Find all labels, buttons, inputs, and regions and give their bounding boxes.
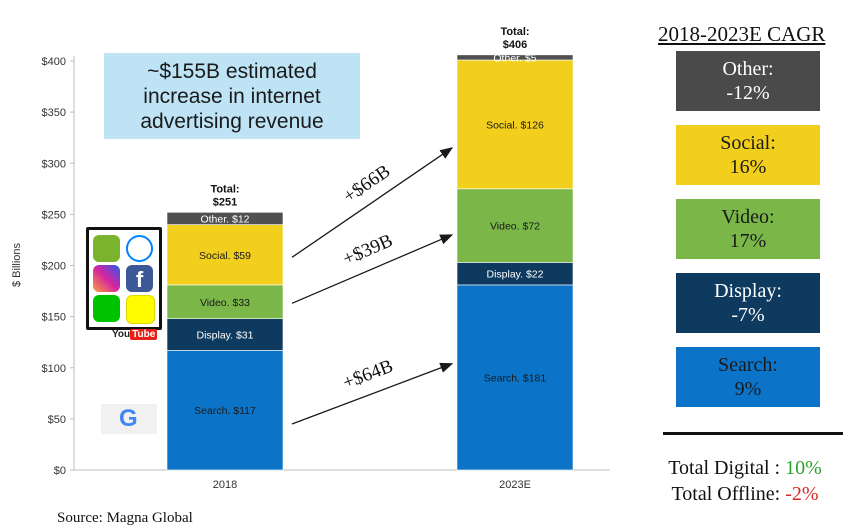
callout-box: ~$155B estimated increase in internet ad… — [104, 53, 360, 139]
data-label: Social. $59 — [199, 250, 251, 262]
callout-line-1: ~$155B estimated — [147, 59, 317, 83]
youtube-logo-text: You — [112, 329, 131, 340]
y-tick-label: $100 — [42, 363, 66, 375]
total-offline: Total Offline: -2% — [640, 483, 850, 506]
x-tick-label: 2018 — [213, 479, 237, 491]
data-label: Display. $22 — [486, 269, 543, 281]
growth-arrow — [291, 147, 454, 258]
cagr-segment-value: -12% — [726, 82, 770, 104]
data-label: Other. $12 — [200, 213, 249, 225]
data-label: Display. $31 — [196, 330, 253, 342]
cagr-box-search: Search: 9% — [676, 347, 820, 407]
google-logo-tile — [101, 404, 157, 434]
cagr-box-video: Video: 17% — [676, 199, 820, 259]
cagr-segment-name: Display: — [714, 280, 782, 302]
bar-segment-search — [456, 284, 574, 471]
y-tick-label: $50 — [48, 414, 66, 426]
y-tick-label: $150 — [42, 312, 66, 324]
y-tick-label: $250 — [42, 209, 66, 221]
messenger-icon — [126, 235, 153, 262]
growth-label: +$66B — [340, 161, 395, 208]
cagr-title: 2018-2023E CAGR — [658, 22, 826, 46]
bar-segment-search — [166, 350, 284, 471]
source-note: Source: Magna Global — [57, 510, 193, 526]
data-label: Search. $117 — [194, 405, 256, 417]
wechat-icon — [93, 235, 120, 262]
growth-arrow — [291, 362, 454, 425]
cagr-segment-value: 16% — [729, 156, 767, 178]
total-value: $251 — [213, 196, 237, 208]
cagr-segment-value: -7% — [731, 304, 765, 326]
snapchat-icon — [126, 295, 155, 324]
callout-line-2: increase in internet — [143, 84, 321, 108]
growth-arrow — [291, 234, 454, 304]
social-apps-icons: f — [86, 227, 162, 330]
data-label: Video. $33 — [200, 297, 250, 309]
cagr-segment-value: 9% — [734, 378, 762, 400]
data-label: Other. $5 — [493, 52, 536, 64]
youtube-logo: You Tube — [112, 329, 158, 340]
total-offline-label: Total Offline: — [671, 483, 786, 505]
total-digital-label: Total Digital : — [668, 457, 786, 479]
bar-segment-other — [456, 54, 574, 61]
bar-segment-social — [166, 224, 284, 286]
cagr-segment-name: Search: — [718, 354, 778, 376]
y-tick-label: $200 — [42, 261, 66, 273]
bar-segment-other — [166, 212, 284, 225]
data-label: Video. $72 — [490, 221, 540, 233]
google-icon: G — [119, 405, 138, 432]
total-digital: Total Digital : 10% — [640, 457, 850, 480]
line-icon — [93, 295, 120, 322]
cagr-box-other: Other: -12% — [676, 51, 820, 111]
total-offline-value: -2% — [785, 483, 819, 505]
total-label: Total: — [500, 26, 529, 38]
cagr-segment-value: 17% — [729, 230, 767, 252]
growth-label: +$39B — [340, 230, 396, 270]
cagr-box-display: Display: -7% — [676, 273, 820, 333]
cagr-segment-name: Video: — [721, 206, 775, 228]
youtube-logo-tube: Tube — [130, 329, 158, 340]
x-tick-label: 2023E — [499, 479, 531, 491]
y-tick-label: $400 — [42, 56, 66, 68]
cagr-segment-name: Other: — [722, 58, 774, 80]
y-axis-title: $ Billions — [11, 242, 23, 287]
bar-segment-video — [456, 188, 574, 263]
cagr-segment-name: Social: — [720, 132, 776, 154]
data-label: Search. $181 — [484, 372, 547, 384]
cagr-divider — [663, 432, 843, 435]
total-value: $406 — [503, 39, 527, 51]
y-tick-label: $300 — [42, 158, 66, 170]
total-label: Total: — [210, 183, 239, 195]
total-digital-value: 10% — [785, 457, 822, 479]
callout-line-3: advertising revenue — [140, 109, 324, 133]
y-tick-label: $0 — [54, 465, 66, 477]
y-tick-label: $350 — [42, 107, 66, 119]
facebook-icon: f — [126, 265, 153, 292]
data-label: Social. $126 — [486, 119, 544, 131]
cagr-box-social: Social: 16% — [676, 125, 820, 185]
instagram-icon — [93, 265, 120, 292]
